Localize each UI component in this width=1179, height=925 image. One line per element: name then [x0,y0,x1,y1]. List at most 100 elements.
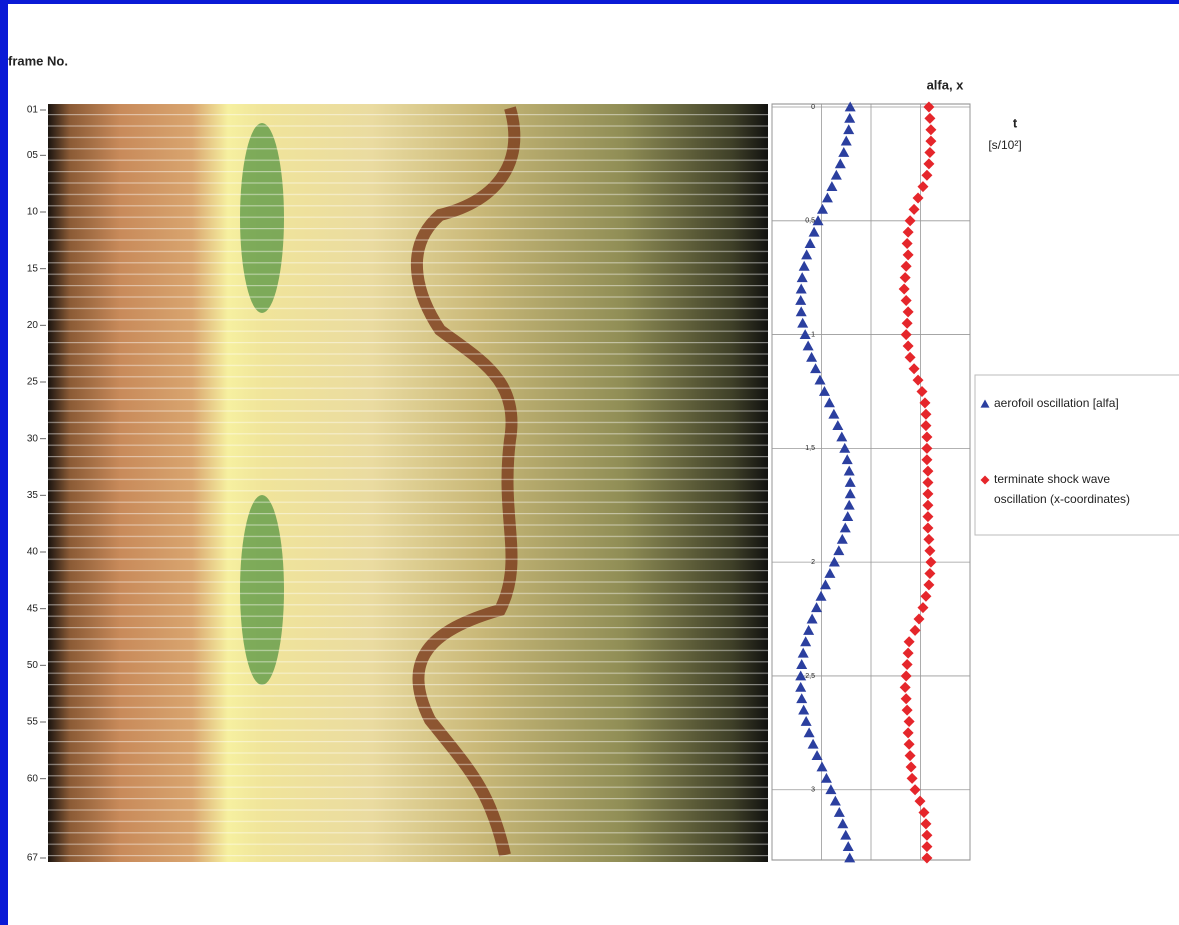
point [899,681,911,693]
point [838,147,850,157]
point [921,852,933,864]
t-tick-label: 1,5 [805,445,815,452]
point [908,203,920,215]
point [925,124,937,136]
point [795,294,807,305]
point [921,431,933,443]
legend-box [974,374,1179,536]
point [843,124,855,135]
point [801,249,813,260]
point [844,112,856,123]
point [922,488,934,500]
point [804,238,816,248]
point [909,784,921,796]
point [917,181,929,193]
point [922,477,934,488]
point [833,806,845,817]
point [828,408,840,419]
point [828,556,840,567]
point [800,715,812,726]
t-axis-unit: [s/10²] [988,138,1021,152]
legend-label: terminate shock wave oscillation (x-coord… [994,472,1130,506]
point [802,340,814,351]
point [814,374,826,385]
point [902,306,914,318]
point [908,363,920,375]
point [924,545,936,557]
point [815,590,827,601]
point [921,454,933,466]
frame-tick-label: 45 [27,603,39,614]
point [903,738,915,750]
point [901,317,913,329]
t-tick-label: 0 [811,104,815,111]
point [833,545,845,556]
point [906,772,918,784]
frame-tick-label: 10 [27,207,39,218]
point [903,715,915,727]
point [844,477,856,487]
point [900,329,912,341]
point [807,738,819,749]
point [898,283,910,295]
point [832,420,844,431]
point [918,806,930,818]
point [899,272,911,284]
point [800,636,812,647]
point [818,385,830,396]
value-axis-label: alfa, x [927,77,965,92]
point [816,203,828,214]
point [909,624,921,636]
point [839,522,851,533]
t-tick-label: 3 [811,787,815,794]
point [811,750,823,760]
point [797,317,809,328]
point [921,829,933,841]
point [823,397,835,408]
point [923,579,935,591]
point [842,511,854,522]
point [824,568,836,578]
point [799,329,811,339]
point [816,761,828,772]
point [834,158,846,169]
point [795,306,807,317]
t-tick-label: 0,5 [805,218,815,225]
point [902,249,914,261]
point [795,283,807,294]
frame-tick-label: 01 [27,105,39,116]
point [819,579,831,590]
point [920,408,932,420]
point [924,147,936,159]
frame-tick-label: 30 [27,433,39,444]
frame-tick-label: 50 [27,660,39,671]
point [795,670,807,681]
point [904,750,916,762]
point [840,829,852,840]
frame-tick-label: 15 [27,263,39,274]
point [920,818,932,830]
point [920,420,932,432]
point [812,215,824,226]
point [796,693,808,704]
frame-tick-label: 35 [27,490,39,501]
frame-tick-label: 20 [27,320,39,331]
point [923,158,935,170]
point [912,192,924,204]
point [925,556,937,568]
point [913,613,925,625]
point [921,169,933,181]
point [922,522,934,534]
point [829,795,841,806]
point [923,533,935,545]
legend-marker [980,475,990,485]
frame-label: frame No. [8,53,68,68]
point [912,374,924,386]
point [811,602,823,613]
point [798,704,810,715]
point [836,431,848,442]
point [843,465,855,476]
point [923,101,935,113]
